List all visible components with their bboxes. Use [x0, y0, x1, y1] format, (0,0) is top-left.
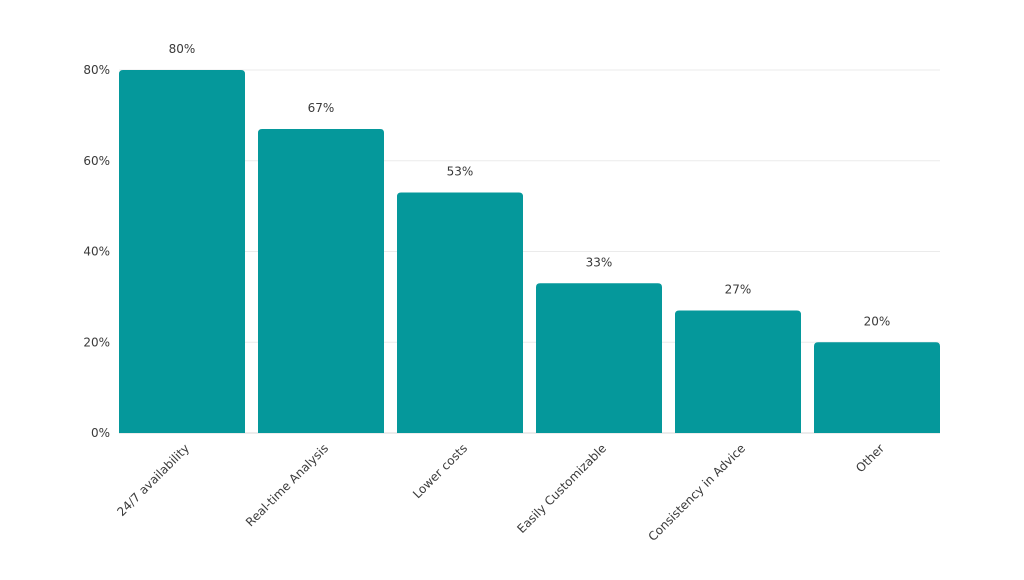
bar: [675, 310, 801, 433]
bar: [397, 192, 523, 433]
x-category-label: Lower costs: [410, 441, 470, 501]
bar: [536, 283, 662, 433]
gridlines: [119, 69, 940, 434]
y-tick-label: 60%: [83, 154, 110, 168]
y-tick-label: 80%: [83, 63, 110, 77]
x-category-label: Real-time Analysis: [243, 441, 331, 529]
data-label: 33%: [586, 255, 613, 269]
bar: [814, 342, 940, 433]
y-tick-label: 40%: [83, 245, 110, 259]
x-category-label: Other: [853, 441, 887, 475]
x-category-label: Consistency in Advice: [645, 441, 748, 544]
data-label: 67%: [308, 101, 335, 115]
data-label: 80%: [169, 42, 196, 56]
x-axis-labels: 24/7 availability Real-time Analysis Lower…: [114, 441, 887, 544]
x-category-label: Easily Customizable: [514, 441, 609, 536]
data-label: 53%: [447, 165, 474, 179]
y-tick-label: 0%: [91, 426, 110, 440]
bars: [119, 70, 940, 434]
y-axis-ticks: 0% 20% 40% 60% 80%: [83, 63, 110, 440]
data-label: 20%: [864, 314, 891, 328]
bar: [258, 128, 384, 434]
bar: [119, 70, 245, 433]
data-label: 27%: [725, 282, 752, 296]
x-category-label: 24/7 availability: [114, 441, 192, 519]
y-tick-label: 20%: [83, 335, 110, 349]
data-labels: 80% 67% 53% 33% 27% 20%: [169, 42, 891, 328]
